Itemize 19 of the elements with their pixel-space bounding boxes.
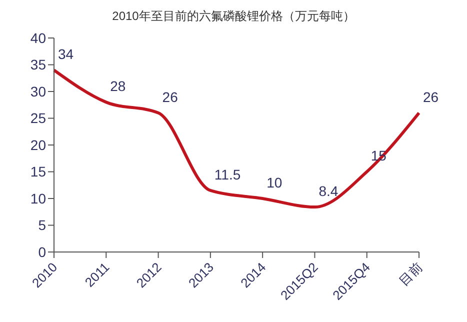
line-series	[52, 68, 420, 209]
y-tick-label: 20	[30, 136, 46, 153]
y-tick-label: 25	[30, 110, 46, 126]
y-tick-label: 40	[30, 30, 46, 46]
data-label: 10	[266, 174, 282, 190]
data-label: 28	[110, 78, 126, 94]
data-label: 11.5	[214, 166, 241, 182]
y-tick-label: 0	[38, 244, 46, 260]
data-label: 34	[58, 46, 74, 62]
data-label: 26	[423, 88, 439, 105]
y-tick-label: 30	[30, 83, 46, 100]
y-tick-label: 5	[38, 217, 46, 234]
y-tick-label: 10	[30, 190, 46, 206]
y-tick-label: 15	[30, 164, 46, 180]
data-label: 26	[162, 88, 178, 105]
data-label: 8.4	[318, 183, 338, 200]
x-tick-label: 目前	[396, 260, 426, 289]
y-tick-label: 35	[30, 56, 46, 73]
chart-title: 2010年至目前的六氟磷酸锂价格（万元每吨）	[111, 8, 356, 25]
